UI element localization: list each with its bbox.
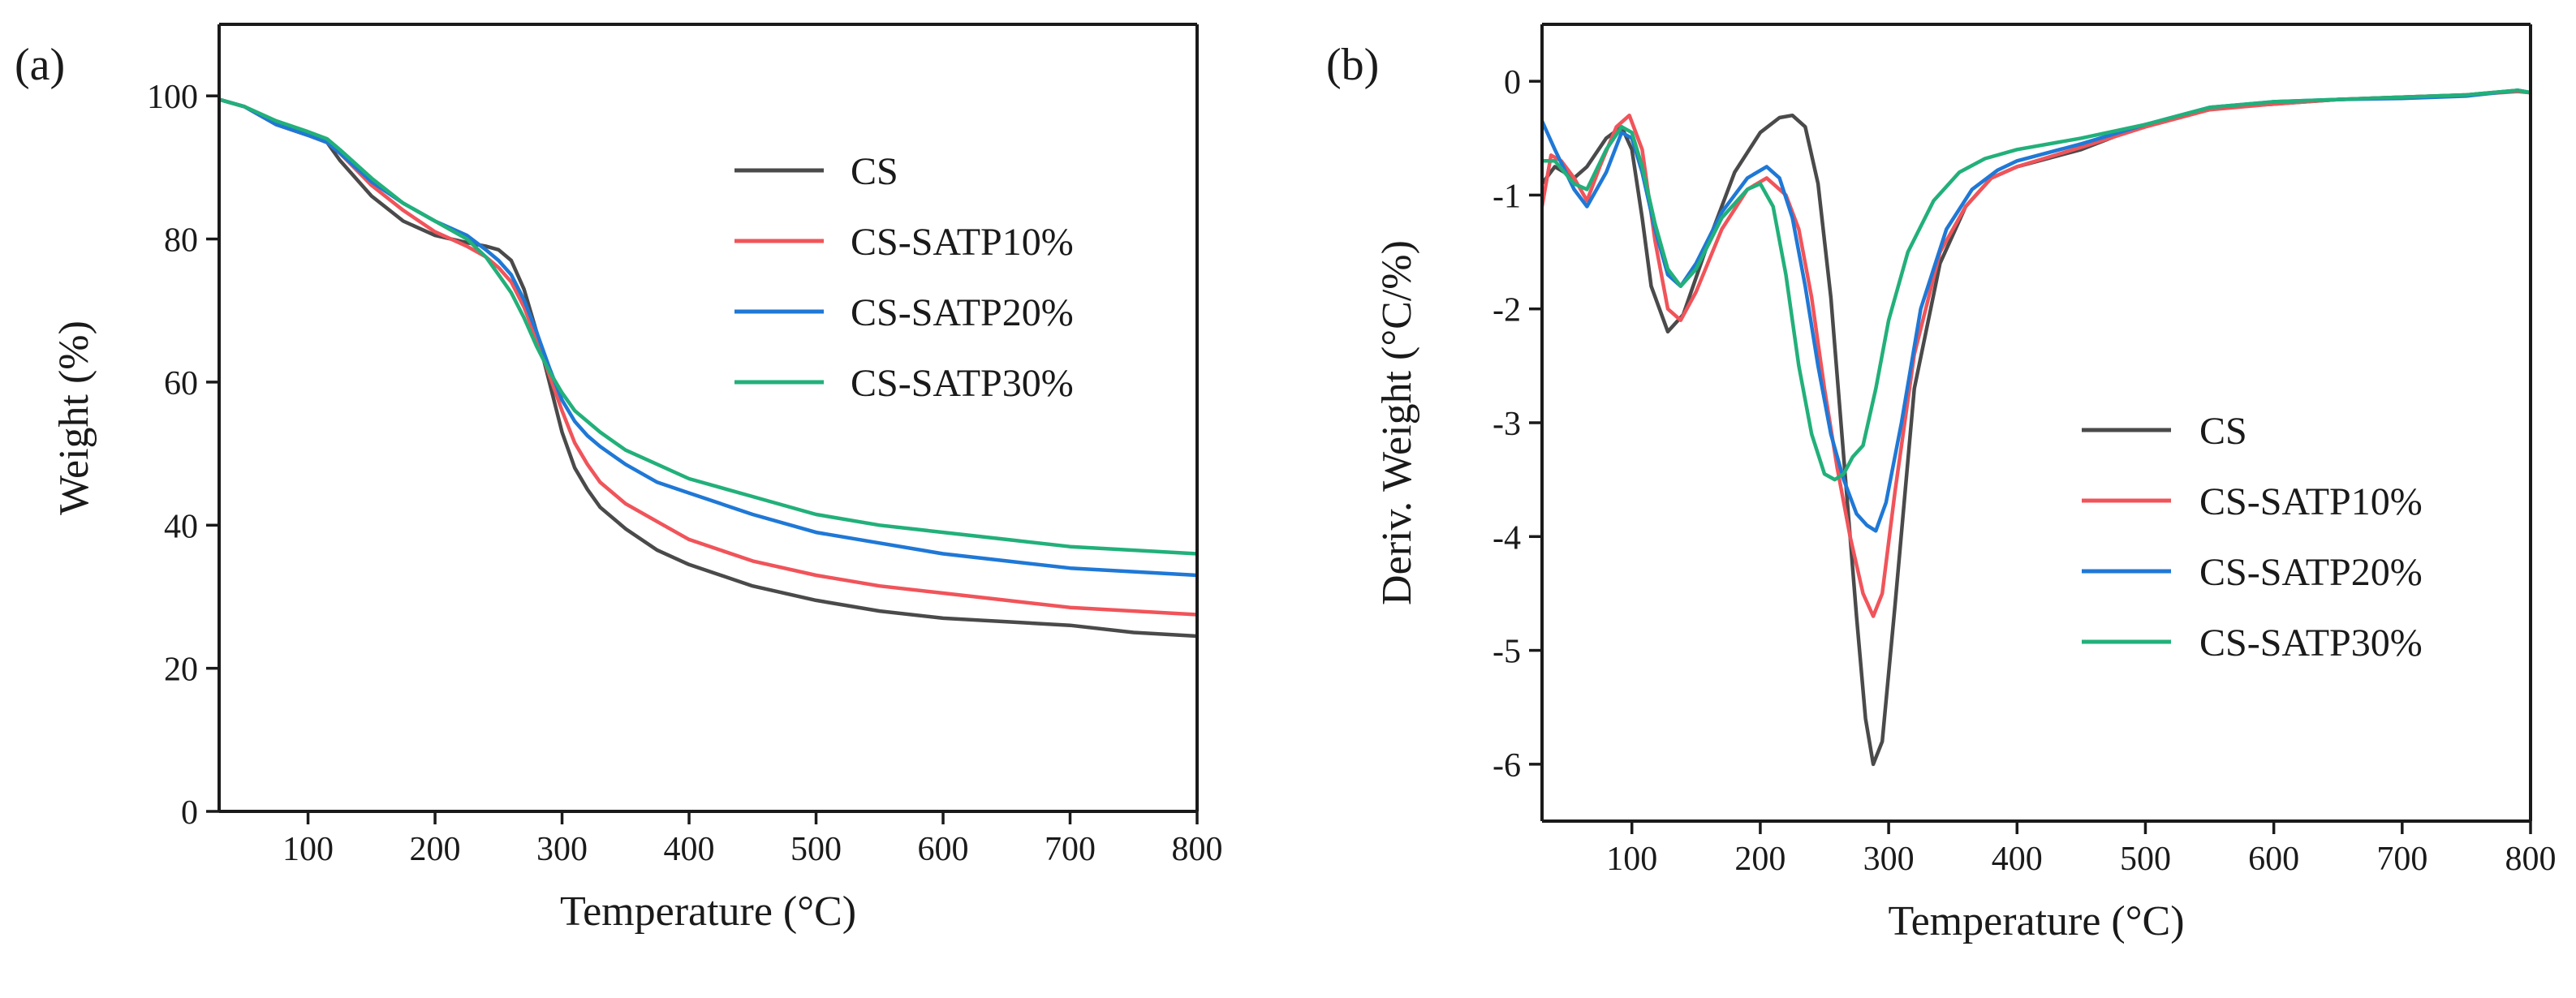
legend-entry-label: CS: [851, 150, 898, 193]
x-tick-label: 200: [410, 831, 461, 868]
series-group: [1542, 88, 2531, 767]
legend-entry-label: CS-SATP20%: [2199, 551, 2423, 594]
legend-entry-label: CS-SATP30%: [851, 362, 1074, 405]
y-tick-label: -1: [1493, 178, 1521, 215]
y-tick-label: 20: [164, 652, 198, 689]
x-tick-label: 100: [1606, 841, 1657, 878]
y-tick-label: 0: [1504, 64, 1521, 101]
y-tick-label: -5: [1493, 634, 1521, 671]
x-tick-label: 800: [2505, 841, 2557, 878]
y-tick-label: -3: [1493, 406, 1521, 443]
x-tick-label: 200: [1734, 841, 1786, 878]
series-line-2: [1542, 88, 2531, 533]
x-tick-label: 700: [2376, 841, 2427, 878]
x-tick-label: 800: [1172, 831, 1223, 868]
legend-entry-label: CS-SATP20%: [851, 291, 1074, 334]
legend-entry-label: CS-SATP10%: [851, 221, 1074, 264]
legend-entry-label: CS-SATP10%: [2199, 480, 2423, 523]
y-axis-label: Deriv. Weight (°C/%): [1374, 240, 1420, 605]
y-tick-label: 0: [181, 794, 198, 832]
x-tick-label: 600: [2248, 841, 2299, 878]
y-tick-label: -6: [1493, 747, 1521, 785]
x-tick-label: 600: [918, 831, 969, 868]
legend-entry-label: CS: [2199, 410, 2247, 453]
x-axis-label: Temperature (°C): [1888, 898, 2184, 944]
series-line-3: [1542, 88, 2531, 482]
panel-label: (b): [1326, 40, 1379, 90]
y-tick-label: 80: [164, 222, 198, 260]
y-tick-label: 40: [164, 508, 198, 545]
x-tick-label: 100: [282, 831, 334, 868]
x-tick-label: 400: [664, 831, 715, 868]
panel-b-chart: 100 200 300 400 500 600 700 800 0 -1 -2 -3 -4 -5 -6 Tem…: [1326, 23, 2557, 944]
x-tick-label: 700: [1045, 831, 1096, 868]
x-tick-label: 400: [1992, 841, 2043, 878]
x-tick-label: 300: [1863, 841, 1915, 878]
panel-a-chart: 100 200 300 400 500 600 700 800 0 20 40 60 80 100 Temp…: [15, 23, 1223, 935]
y-tick-label: -2: [1493, 292, 1521, 329]
y-axis-label: Weight (%): [51, 320, 97, 515]
y-tick-label: -4: [1493, 519, 1521, 557]
panel-label: (a): [15, 40, 65, 90]
x-tick-label: 500: [2120, 841, 2171, 878]
y-tick-label: 100: [147, 79, 198, 116]
series-line-1: [1542, 89, 2531, 618]
x-tick-label: 500: [790, 831, 842, 868]
y-tick-label: 60: [164, 365, 198, 402]
legend-entry-label: CS-SATP30%: [2199, 622, 2423, 665]
x-tick-label: 300: [536, 831, 588, 868]
series-group: [219, 97, 1197, 639]
x-axis-label: Temperature (°C): [560, 888, 856, 935]
series-line-3: [219, 97, 1197, 556]
series-line-0: [219, 97, 1197, 639]
